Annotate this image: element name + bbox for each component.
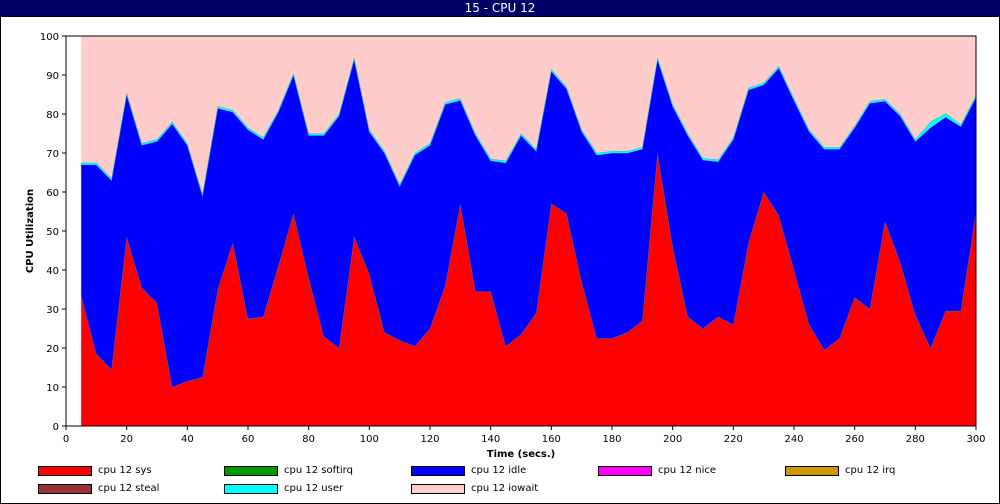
chart-frame: 0 10 20 30 40 50 60 70 80 90 100 0 20 40 60 80 100 120 140… (0, 16, 1000, 504)
x-tick-label: 240 (784, 434, 803, 445)
legend-label: cpu 12 sys (98, 465, 152, 476)
window-title: 15 - CPU 12 (464, 1, 536, 15)
y-tick-label: 80 (46, 110, 59, 121)
window-title-bar: 15 - CPU 12 (0, 0, 1000, 16)
legend-label: cpu 12 user (284, 483, 344, 494)
y-tick-label: 10 (46, 383, 59, 394)
legend-label: cpu 12 softirq (284, 465, 353, 476)
legend-swatch (411, 484, 465, 494)
y-tick-label: 100 (40, 32, 59, 43)
y-tick-label: 70 (46, 149, 59, 160)
legend-swatch (785, 466, 839, 476)
cpu-utilization-chart: 0 10 20 30 40 50 60 70 80 90 100 0 20 40 60 80 100 120 140… (25, 32, 986, 460)
x-tick-label: 160 (542, 434, 561, 445)
y-tick-label: 0 (53, 422, 59, 433)
x-tick-label: 60 (242, 434, 255, 445)
x-tick-label: 220 (724, 434, 743, 445)
legend-label: cpu 12 idle (471, 465, 527, 476)
legend-swatch (598, 466, 652, 476)
legend-label: cpu 12 nice (658, 465, 717, 476)
y-axis-label: CPU Utilization (25, 189, 36, 273)
x-tick-label: 80 (302, 434, 315, 445)
legend-label: cpu 12 iowait (471, 483, 539, 494)
x-axis-label: Time (secs.) (487, 449, 556, 460)
y-tick-label: 90 (46, 71, 59, 82)
x-tick-label: 120 (420, 434, 439, 445)
legend-swatch (224, 484, 278, 494)
area-cpu-12-iowait (81, 36, 976, 194)
x-tick-label: 40 (181, 434, 194, 445)
x-tick-label: 260 (845, 434, 864, 445)
y-tick-label: 30 (46, 305, 59, 316)
legend-swatch (411, 466, 465, 476)
legend-label: cpu 12 irq (845, 465, 896, 476)
x-tick-label: 280 (906, 434, 925, 445)
x-tick-label: 100 (360, 434, 379, 445)
x-tick-label: 20 (120, 434, 133, 445)
x-tick-label: 140 (481, 434, 500, 445)
x-tick-label: 0 (63, 434, 69, 445)
x-tick-label: 300 (966, 434, 985, 445)
area-cpu-12-sys (81, 153, 976, 426)
legend-swatch (38, 484, 92, 494)
y-tick-label: 60 (46, 188, 59, 199)
legend-label: cpu 12 steal (98, 483, 160, 494)
x-tick-label: 200 (663, 434, 682, 445)
area-cpu-12-idle (81, 59, 976, 388)
x-tick-label: 180 (602, 434, 621, 445)
y-tick-label: 20 (46, 344, 59, 355)
y-tick-label: 40 (46, 266, 59, 277)
legend-swatch (224, 466, 278, 476)
y-tick-label: 50 (46, 227, 59, 238)
legend-swatch (38, 466, 92, 476)
